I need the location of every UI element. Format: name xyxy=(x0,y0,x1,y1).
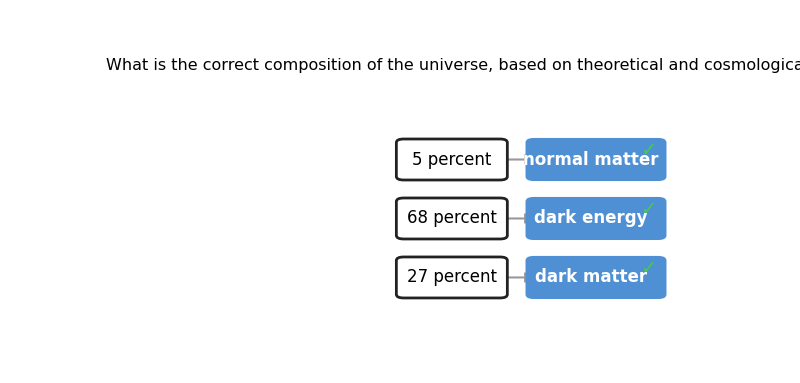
Text: What is the correct composition of the universe, based on theoretical and cosmol: What is the correct composition of the u… xyxy=(106,58,800,73)
Text: normal matter: normal matter xyxy=(523,151,658,169)
FancyBboxPatch shape xyxy=(526,257,666,298)
Text: dark matter: dark matter xyxy=(535,268,647,286)
Text: 5 percent: 5 percent xyxy=(412,151,491,169)
Text: ✓: ✓ xyxy=(640,141,656,160)
FancyBboxPatch shape xyxy=(396,257,507,298)
Text: 68 percent: 68 percent xyxy=(407,210,497,228)
Text: ✓: ✓ xyxy=(640,200,656,219)
FancyBboxPatch shape xyxy=(526,198,666,239)
FancyBboxPatch shape xyxy=(526,139,666,180)
Text: ✓: ✓ xyxy=(640,259,656,278)
FancyBboxPatch shape xyxy=(396,198,507,239)
FancyBboxPatch shape xyxy=(396,139,507,180)
Text: dark energy: dark energy xyxy=(534,210,648,228)
Text: 27 percent: 27 percent xyxy=(407,268,497,286)
